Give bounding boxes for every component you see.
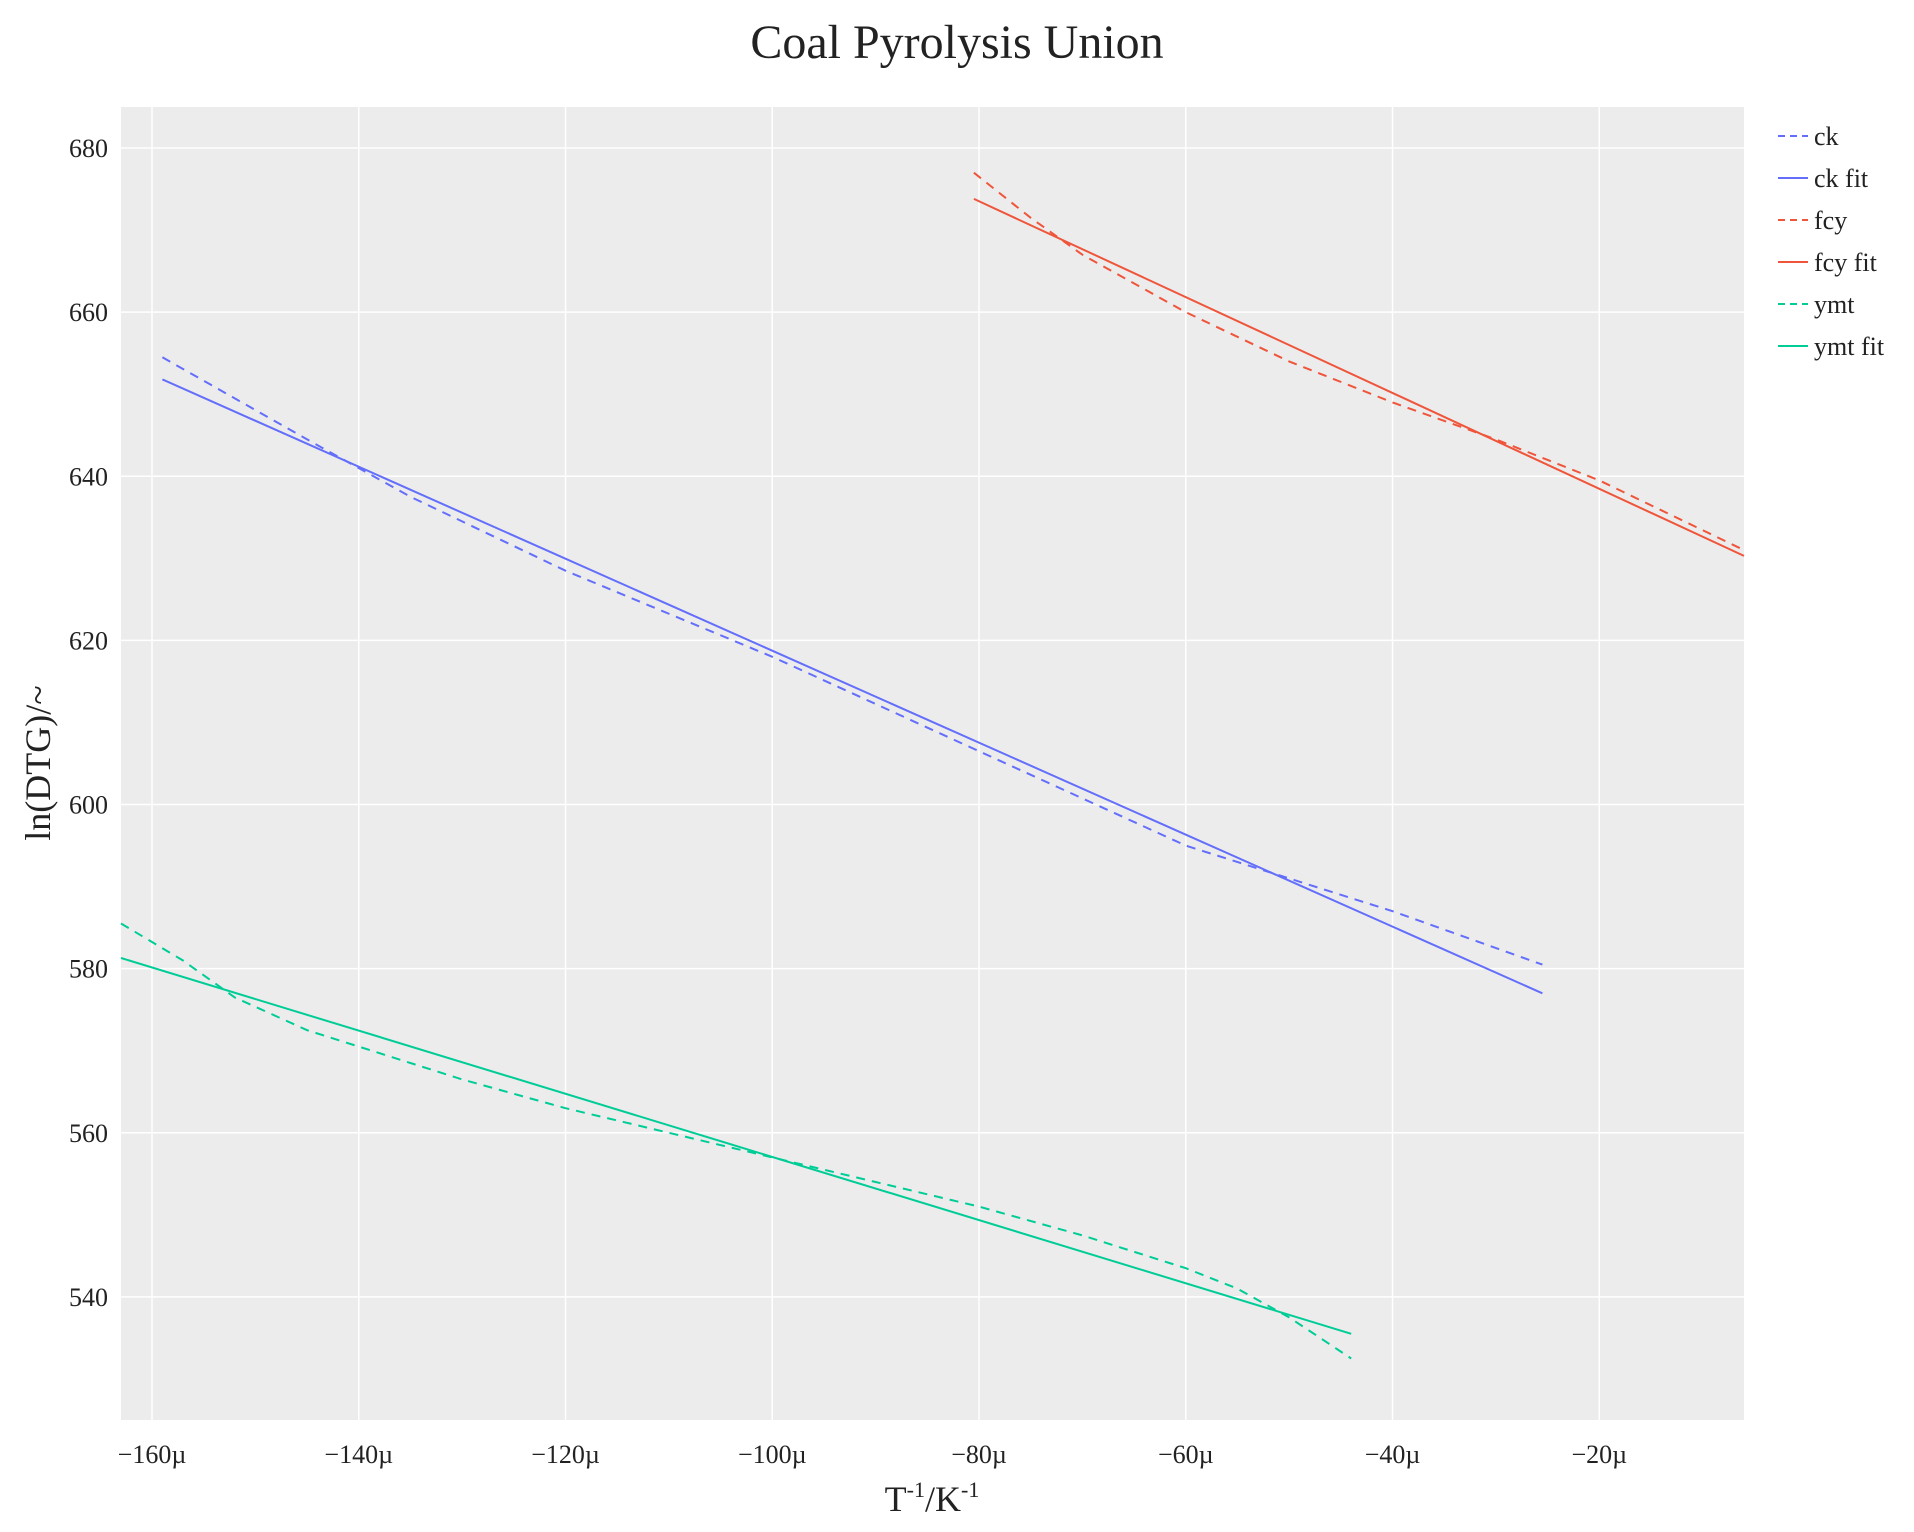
x-tick-label: −40µ xyxy=(1365,1440,1421,1469)
y-tick-label: 580 xyxy=(69,955,108,984)
series-ymt-fit-line xyxy=(120,957,1352,1335)
y-axis-ticks: 540 560 580 600 620 640 660 680 xyxy=(69,134,108,1312)
legend-label: ymt xyxy=(1814,290,1855,319)
series-ck-fit-line xyxy=(161,378,1543,995)
series-ck-line xyxy=(161,356,1543,966)
x-axis-title: T-1/K-1 xyxy=(885,1477,980,1519)
x-tick-label: −20µ xyxy=(1571,1440,1627,1469)
x-tick-label: −80µ xyxy=(951,1440,1007,1469)
plot-background xyxy=(121,107,1744,1420)
y-tick-label: 620 xyxy=(69,626,108,655)
legend-label: fcy xyxy=(1814,206,1847,235)
x-tick-label: −60µ xyxy=(1158,1440,1214,1469)
x-axis-ticks: −160µ −140µ −120µ −100µ −80µ −60µ −40µ −20µ xyxy=(118,1440,1627,1469)
x-axis-title-mid: /K xyxy=(925,1479,961,1519)
series-ymt-line xyxy=(120,922,1352,1360)
legend-label: ymt fit xyxy=(1814,332,1885,361)
series-fcy-fit-line xyxy=(973,197,1745,557)
x-axis-title-base: T xyxy=(885,1479,907,1519)
x-tick-label: −100µ xyxy=(738,1440,807,1469)
legend-label: ck xyxy=(1814,122,1839,151)
series-fcy-line xyxy=(973,171,1745,552)
y-tick-label: 660 xyxy=(69,298,108,327)
y-tick-label: 600 xyxy=(69,791,108,820)
y-tick-label: 540 xyxy=(69,1283,108,1312)
x-tick-label: −140µ xyxy=(324,1440,393,1469)
grid-lines xyxy=(121,107,1744,1420)
legend-label: fcy fit xyxy=(1814,248,1878,277)
legend: ck ck fit fcy fcy fit ymt ymt fit xyxy=(1778,122,1885,361)
x-axis-title-sup1: -1 xyxy=(907,1477,925,1502)
x-tick-label: −120µ xyxy=(531,1440,600,1469)
y-axis-title: ln(DTG)/~ xyxy=(18,685,58,840)
series-layer xyxy=(120,171,1745,1360)
y-tick-label: 640 xyxy=(69,462,108,491)
x-axis-title-sup2: -1 xyxy=(961,1477,979,1502)
legend-label: ck fit xyxy=(1814,164,1869,193)
y-tick-label: 560 xyxy=(69,1119,108,1148)
x-tick-label: −160µ xyxy=(118,1440,187,1469)
y-tick-label: 680 xyxy=(69,134,108,163)
chart-title: Coal Pyrolysis Union xyxy=(750,16,1163,69)
